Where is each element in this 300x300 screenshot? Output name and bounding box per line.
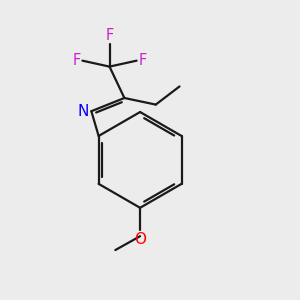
Text: N: N — [77, 104, 89, 119]
Text: F: F — [139, 53, 147, 68]
Text: O: O — [134, 232, 146, 247]
Text: F: F — [72, 53, 80, 68]
Text: F: F — [105, 28, 114, 43]
